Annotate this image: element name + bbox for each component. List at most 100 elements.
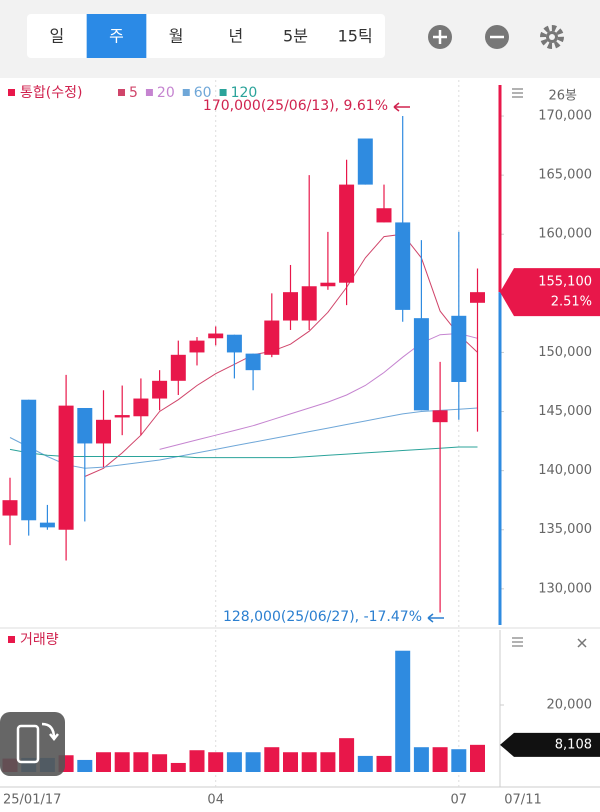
low-arrow xyxy=(427,613,444,623)
volume-bar xyxy=(357,755,373,772)
tab[interactable]: 일 xyxy=(49,27,64,46)
x-tick-label: 04 xyxy=(207,793,224,808)
legend-swatch xyxy=(118,89,125,96)
moving-average-line xyxy=(9,407,478,469)
tab-selected[interactable] xyxy=(86,14,147,58)
legend-title: 통합(수정) xyxy=(20,85,82,101)
y-tick-label: 130,000 xyxy=(538,581,592,596)
tab-group xyxy=(27,14,385,58)
x-tick-label: 07 xyxy=(451,793,468,808)
candle-body xyxy=(245,353,261,371)
volume-bar xyxy=(283,752,298,772)
legend-swatch xyxy=(145,89,153,96)
candle-body xyxy=(114,415,130,418)
tab[interactable]: 5분 xyxy=(283,27,308,46)
candle-body xyxy=(395,222,411,310)
tab[interactable]: 15틱 xyxy=(338,27,373,46)
y-tick-label: 170,000 xyxy=(538,109,592,124)
volume-bar xyxy=(451,749,467,772)
candle-body xyxy=(133,398,149,417)
candle-body xyxy=(152,380,168,399)
volume-bar xyxy=(170,762,186,772)
legend-label: 120 xyxy=(231,85,258,101)
volume-bar xyxy=(226,752,242,772)
candle-body xyxy=(413,318,429,411)
y-tick-label: 140,000 xyxy=(538,463,592,478)
volume-bar xyxy=(470,744,485,772)
volume-bar xyxy=(152,754,168,772)
volume-bar xyxy=(376,755,392,772)
candle-body xyxy=(96,419,111,444)
menu-icon[interactable] xyxy=(512,637,523,647)
legend-swatch xyxy=(8,89,15,96)
close-icon[interactable] xyxy=(577,638,587,648)
candle-body xyxy=(470,292,485,303)
zoom-out-button[interactable] xyxy=(485,25,509,49)
last-price-tag xyxy=(500,268,600,317)
moving-average-line xyxy=(84,233,478,477)
candle-body xyxy=(189,340,205,353)
volume-bar xyxy=(208,752,224,772)
candle-body xyxy=(301,286,317,321)
rotate-button[interactable] xyxy=(0,712,65,776)
volume-bar xyxy=(413,747,429,772)
volume-bar xyxy=(395,650,411,772)
volume-bar xyxy=(114,752,130,772)
y-tick-label: 135,000 xyxy=(538,522,592,537)
zoom-in-button[interactable] xyxy=(428,25,452,49)
y-tick-label: 150,000 xyxy=(538,345,592,360)
x-tick-label: 25/01/17 xyxy=(3,793,61,808)
count-label: 26봉 xyxy=(548,89,577,104)
tab[interactable]: 년 xyxy=(228,27,243,46)
high-annotation: 170,000(25/06/13), 9.61% xyxy=(203,98,388,114)
candle-body xyxy=(208,333,224,339)
last-volume-label: 8,108 xyxy=(555,737,592,752)
y-tick-label: 165,000 xyxy=(538,168,592,183)
candle-body xyxy=(432,410,448,423)
moving-average-line xyxy=(159,332,478,450)
last-change-label: 2.51% xyxy=(551,295,592,310)
candle-body xyxy=(283,292,298,321)
legend-label: 60 xyxy=(194,85,212,101)
candle-body xyxy=(170,354,186,381)
tab[interactable]: 월 xyxy=(169,27,184,46)
candle-body xyxy=(77,407,93,444)
plot: 일 주 월 년 5분 15틱 5 20 60 120 130,000 135,000 140,000 14… xyxy=(2,14,600,808)
low-annotation: 128,000(25/06/27), -17.47% xyxy=(223,609,422,625)
candle-body xyxy=(264,320,280,355)
candle-body xyxy=(226,334,242,353)
volume-bar xyxy=(301,752,317,772)
legend-label: 5 xyxy=(129,85,138,101)
candle-body xyxy=(39,522,55,528)
candle-body xyxy=(58,405,74,530)
y-tick-label: 145,000 xyxy=(538,404,592,419)
legend-swatch xyxy=(8,636,15,643)
moving-average-line xyxy=(9,446,478,459)
volume-bar xyxy=(264,747,280,772)
candle-body xyxy=(451,315,467,382)
last-volume-tag xyxy=(500,732,600,757)
y-tick-label: 160,000 xyxy=(538,227,592,242)
last-date-label: 07/11 xyxy=(504,793,541,808)
legend-swatch xyxy=(182,89,190,96)
candle-body xyxy=(320,282,336,287)
volume-bar xyxy=(320,752,336,772)
legend-swatch xyxy=(219,89,227,96)
volume-bar xyxy=(133,752,149,772)
volume-title: 거래량 xyxy=(20,632,59,648)
menu-icon[interactable] xyxy=(512,88,523,98)
settings-button[interactable] xyxy=(540,25,564,49)
candle-body xyxy=(21,399,37,521)
last-price-label: 155,100 xyxy=(538,275,592,290)
volume-bar xyxy=(432,747,448,772)
volume-bar xyxy=(96,752,111,772)
candle-body xyxy=(2,500,18,516)
volume-bar xyxy=(77,759,93,772)
candle-body xyxy=(357,138,373,185)
candle-body xyxy=(376,208,392,223)
legend-label: 20 xyxy=(157,85,175,101)
volume-bar xyxy=(189,750,205,772)
tab[interactable]: 주 xyxy=(109,27,124,46)
volume-bar xyxy=(339,738,355,772)
